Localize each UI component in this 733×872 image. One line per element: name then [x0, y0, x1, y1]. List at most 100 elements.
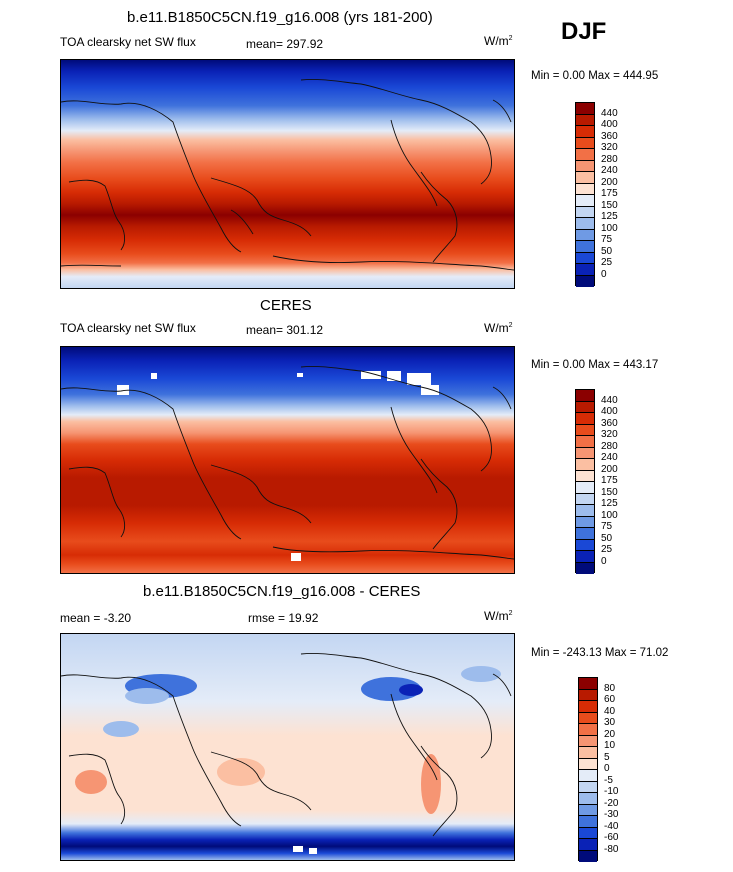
colorbar-swatches — [575, 389, 595, 574]
missing-data-cells — [293, 846, 317, 854]
colorbar-tick-label: 20 — [604, 728, 616, 740]
colorbar-tick-label: 25 — [601, 544, 613, 555]
colorbar-tick-label: 125 — [601, 498, 618, 509]
panel-2-map-plot — [61, 347, 514, 573]
colorbar-swatch — [579, 678, 597, 690]
units-text: W/m — [484, 34, 509, 48]
colorbar-swatch — [576, 424, 594, 436]
colorbar-swatch — [579, 758, 597, 770]
colorbar-tick-label: 60 — [604, 694, 616, 705]
colorbar-swatch — [576, 103, 594, 115]
colorbar-tick-label: 440 — [601, 107, 618, 119]
colorbar-swatches — [575, 102, 595, 287]
units-superscript: 2 — [508, 35, 513, 42]
colorbar-swatch — [576, 218, 594, 230]
colorbar-tick-label: 320 — [601, 142, 618, 153]
colorbar-swatch — [579, 712, 597, 724]
colorbar-tick-label: 125 — [601, 211, 618, 222]
colorbar-swatch — [576, 275, 594, 287]
season-label: DJF — [561, 18, 607, 45]
colorbar-swatch — [576, 264, 594, 276]
colorbar-swatch — [576, 160, 594, 172]
colorbar-swatch — [579, 701, 597, 713]
colorbar-swatch — [576, 505, 594, 517]
colorbar-swatch — [576, 482, 594, 494]
panel-2-minmax: Min = 0.00 Max = 443.17 — [531, 359, 659, 371]
colorbar-swatch — [579, 735, 597, 747]
missing-data-cells — [117, 371, 439, 561]
colorbar-tick-label: 75 — [601, 521, 613, 532]
colorbar-tick-label: 240 — [601, 165, 618, 176]
colorbar-swatch — [579, 689, 597, 701]
colorbar-swatch — [576, 539, 594, 551]
colorbar-swatch — [576, 413, 594, 425]
colorbar-tick-label: 280 — [601, 440, 618, 452]
colorbar-tick-label: 5 — [604, 751, 610, 763]
colorbar-swatch — [576, 195, 594, 207]
panel-1-minmax: Min = 0.00 Max = 444.95 — [531, 70, 659, 82]
panel-2-mean-label: mean= 301.12 — [246, 323, 324, 337]
panel-1-map-plot — [61, 60, 514, 288]
units-superscript: 2 — [508, 610, 513, 617]
colorbar-swatch — [579, 804, 597, 816]
colorbar-tick-label: 320 — [601, 429, 618, 440]
colorbar-tick-label: 100 — [601, 509, 618, 521]
colorbar-swatch — [576, 149, 594, 161]
colorbar-tick-label: 150 — [601, 199, 618, 211]
colorbar-tick-label: -60 — [604, 832, 619, 843]
panel-3-colorbar: 80 60 40 30 20 10 5 0 -5 -10 -20 -30 -40 -60 -80 — [578, 677, 638, 862]
units-text: W/m — [484, 609, 509, 623]
colorbar-swatch — [579, 850, 597, 862]
colorbar-swatch — [576, 459, 594, 471]
colorbar-swatch — [576, 470, 594, 482]
colorbar-swatch — [576, 241, 594, 253]
panel-1-title: b.e11.B1850C5CN.f19_g16.008 (yrs 181-200… — [127, 9, 433, 26]
colorbar-tick-label: 360 — [601, 417, 618, 429]
colorbar-swatch — [576, 390, 594, 402]
colorbar-swatch — [579, 781, 597, 793]
colorbar-swatch — [579, 770, 597, 782]
colorbar-swatch — [579, 747, 597, 759]
colorbar-swatch — [579, 793, 597, 805]
panel-1-colorbar: 440 400 360 320 280 240 200 175 150 125 100 75 50 25 0 — [575, 102, 635, 287]
colorbar-tick-label: 440 — [601, 394, 618, 406]
colorbar-tick-label: 400 — [601, 119, 618, 130]
colorbar-tick-label: 0 — [601, 555, 607, 567]
panel-2-title: CERES — [260, 297, 312, 314]
units-text: W/m — [484, 321, 509, 335]
colorbar-swatch — [576, 493, 594, 505]
colorbar-tick-label: 0 — [604, 763, 610, 774]
colorbar-swatch — [576, 126, 594, 138]
panel-1-variable-label: TOA clearsky net SW flux — [60, 35, 196, 49]
coastline-outlines — [61, 366, 514, 560]
colorbar-swatch — [576, 562, 594, 574]
colorbar-tick-label: 400 — [601, 406, 618, 417]
panel-3-units: W/m2 — [484, 609, 513, 623]
panel-3-title: b.e11.B1850C5CN.f19_g16.008 - CERES — [143, 583, 421, 600]
colorbar-tick-label: 80 — [604, 682, 616, 694]
colorbar-swatch — [576, 229, 594, 241]
colorbar-tick-label: 175 — [601, 188, 618, 199]
colorbar-swatch — [576, 401, 594, 413]
panel-3-map — [60, 633, 515, 861]
colorbar-swatch — [576, 137, 594, 149]
colorbar-swatch — [576, 206, 594, 218]
colorbar-tick-label: 150 — [601, 486, 618, 498]
colorbar-swatch — [576, 551, 594, 563]
colorbar-tick-label: -80 — [604, 843, 619, 855]
colorbar-tick-label: 360 — [601, 130, 618, 142]
coastline-outlines — [61, 653, 512, 837]
panel-3-mean-label: mean = -3.20 — [60, 611, 132, 625]
colorbar-swatch — [576, 516, 594, 528]
colorbar-tick-label: -5 — [604, 774, 613, 786]
colorbar-tick-label: 40 — [604, 705, 616, 717]
colorbar-tick-label: 0 — [601, 268, 607, 280]
panel-2-colorbar: 440 400 360 320 280 240 200 175 150 125 100 75 50 25 0 — [575, 389, 635, 574]
panel-2-variable-label: TOA clearsky net SW flux — [60, 321, 196, 335]
colorbar-swatch — [579, 839, 597, 851]
panel-1-mean-label: mean= 297.92 — [246, 37, 324, 51]
colorbar-swatch — [576, 436, 594, 448]
anomaly-patches — [75, 666, 501, 814]
colorbar-swatch — [576, 183, 594, 195]
colorbar-tick-label: 30 — [604, 717, 616, 728]
